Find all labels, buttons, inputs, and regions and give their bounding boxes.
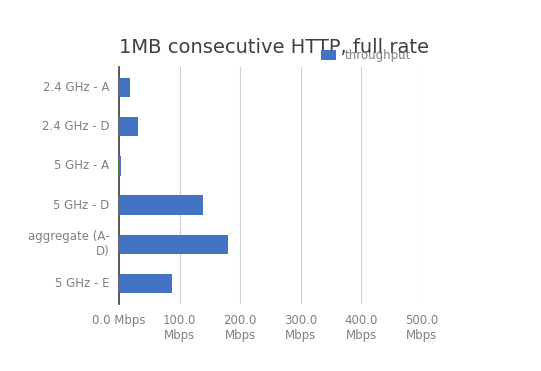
Legend: throughput: throughput xyxy=(316,44,416,67)
Bar xyxy=(119,195,203,215)
Bar xyxy=(119,78,130,97)
Bar xyxy=(119,234,228,254)
Text: 1MB consecutive HTTP, full rate: 1MB consecutive HTTP, full rate xyxy=(119,38,429,57)
Bar xyxy=(119,156,121,176)
Bar xyxy=(119,117,138,137)
Bar xyxy=(119,274,173,293)
